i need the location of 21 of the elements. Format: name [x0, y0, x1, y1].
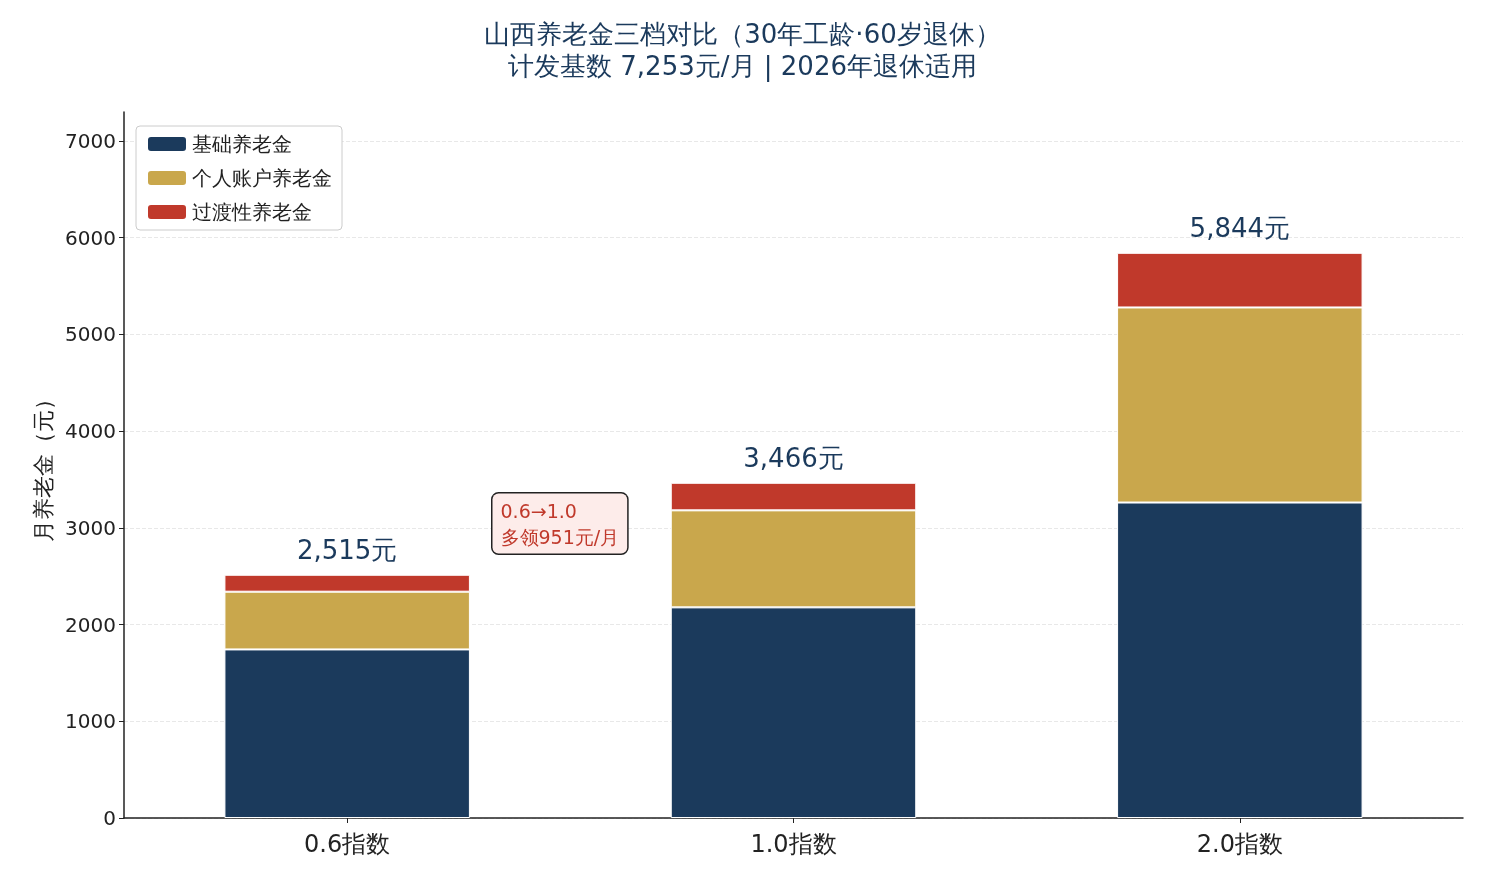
legend-label: 个人账户养老金: [192, 166, 332, 190]
legend-label: 基础养老金: [192, 132, 292, 156]
y-tick-label: 2000: [65, 612, 116, 637]
legend-label: 过渡性养老金: [192, 200, 312, 224]
y-tick-label: 4000: [65, 419, 116, 444]
y-tick-label: 5000: [65, 322, 116, 347]
x-tick-label: 1.0指数: [750, 830, 837, 858]
x-tick-label: 2.0指数: [1196, 830, 1283, 858]
chart-subtitle: 计发基数 7,253元/月 | 2026年退休适用: [508, 51, 977, 82]
y-tick-label: 3000: [65, 515, 116, 540]
x-tick-label: 0.6指数: [304, 830, 391, 858]
total-label: 3,466元: [743, 442, 844, 473]
total-label: 2,515元: [296, 534, 398, 565]
total-label: 5,844元: [1189, 212, 1291, 243]
y-tick-label: 7000: [65, 129, 116, 154]
chart-title: 山西养老金三档对比（30年工龄·60岁退休）: [484, 19, 1001, 49]
annotation: 0.6→1.0 多领951元/月: [500, 499, 620, 548]
y-tick-label: 0: [103, 806, 116, 830]
y-tick-label: 6000: [65, 225, 116, 250]
y-tick-label: 1000: [65, 709, 116, 734]
y-axis-title: 月养老金（元）: [30, 388, 56, 542]
